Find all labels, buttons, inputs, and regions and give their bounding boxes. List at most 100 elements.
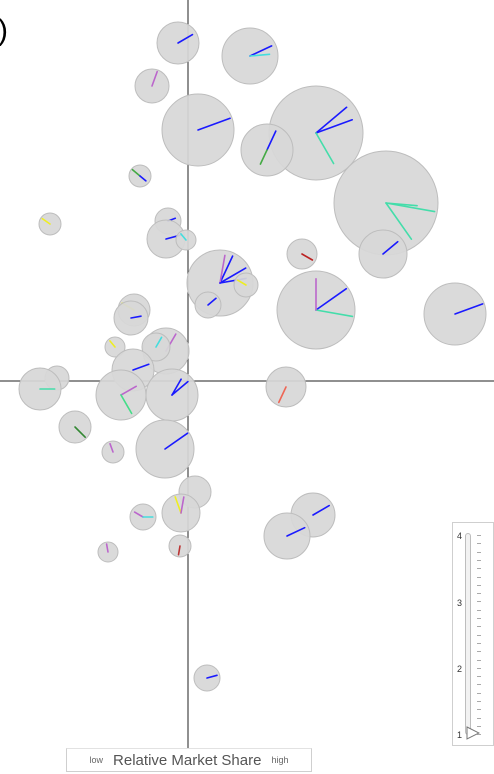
bubble-spoke: [171, 380, 189, 396]
bubble-point[interactable]: [221, 27, 279, 85]
bubble-point[interactable]: [263, 512, 311, 560]
slider-tick-label: 2: [457, 664, 463, 674]
slider-track[interactable]: [465, 533, 471, 735]
bubble-point[interactable]: [168, 534, 192, 558]
slider-tick-mark: [477, 535, 481, 536]
slider-tick-mark: [477, 634, 481, 636]
bubble-spoke: [385, 202, 418, 207]
bubble-spoke: [41, 217, 51, 225]
slider-tick-mark: [477, 609, 481, 611]
bubble-point[interactable]: [95, 369, 147, 421]
bubble-point[interactable]: [161, 93, 235, 167]
bubble-spoke: [120, 394, 133, 415]
bubble-layer: [18, 21, 487, 692]
bubble-spoke: [109, 442, 114, 453]
bubble-spoke: [171, 378, 182, 396]
bubble-point[interactable]: [240, 123, 294, 177]
slider-tick-mark: [477, 576, 481, 578]
bubble-spoke: [236, 279, 247, 286]
bubble-spoke: [249, 45, 273, 57]
bubble-spoke: [315, 309, 354, 318]
bubble-point[interactable]: [18, 367, 62, 411]
bubble-point[interactable]: [423, 282, 487, 346]
bubble-point[interactable]: [129, 503, 157, 531]
bubble-point[interactable]: [104, 336, 126, 358]
time-slider[interactable]: 4 3 2 1: [452, 522, 494, 746]
bubble-spoke: [219, 254, 226, 284]
bubble-spoke: [130, 315, 142, 319]
bubble-point[interactable]: [161, 493, 201, 533]
bubble-point[interactable]: [135, 419, 195, 479]
bubble-point[interactable]: [101, 440, 125, 464]
slider-tick-mark: [477, 717, 481, 719]
slider-tick-mark: [477, 601, 481, 603]
slider-tick-label: 1: [457, 730, 463, 740]
bubble-spoke: [315, 132, 335, 165]
slider-tick-mark: [477, 684, 481, 686]
bubble-point[interactable]: [156, 21, 200, 65]
bubble-point[interactable]: [265, 366, 307, 408]
bubble-point[interactable]: [145, 368, 199, 422]
slider-tick-mark: [477, 725, 481, 727]
bubble-point[interactable]: [233, 272, 259, 298]
bubble-point[interactable]: [38, 212, 62, 236]
bubble-spoke: [259, 149, 268, 165]
bubble-spoke: [105, 543, 109, 553]
slider-tick-mark: [477, 626, 481, 628]
bubble-spoke: [385, 202, 413, 240]
bubble-point[interactable]: [97, 541, 119, 563]
bubble-spoke: [286, 526, 306, 537]
bubble-spoke: [180, 496, 185, 514]
slider-tick-mark: [477, 618, 481, 619]
slider-tick-mark: [477, 709, 481, 711]
bubble-point[interactable]: [175, 229, 197, 251]
slider-tick-mark: [477, 568, 481, 570]
bubble-spoke: [132, 363, 150, 371]
bubble-point[interactable]: [286, 238, 318, 270]
bubble-spoke: [174, 496, 182, 514]
bubble-spoke: [315, 287, 348, 311]
slider-tick-mark: [477, 676, 481, 678]
bubble-point[interactable]: [193, 664, 221, 692]
bubble-point[interactable]: [128, 164, 152, 188]
bubble-spoke: [164, 432, 189, 450]
bubble-spoke: [109, 340, 116, 348]
x-axis-label-box: low Relative Market Share high: [66, 748, 312, 772]
bubble-point[interactable]: [134, 68, 170, 104]
bubble-spoke: [301, 253, 314, 261]
bubble-spoke: [207, 297, 217, 306]
slider-tick-mark: [477, 551, 481, 553]
slider-tick-label: 3: [457, 598, 463, 608]
slider-tick-mark: [477, 642, 481, 644]
bubble-spoke: [131, 168, 141, 177]
bubble-spoke: [151, 70, 158, 87]
corner-glyph: ): [0, 14, 8, 48]
slider-tick-mark: [477, 659, 481, 661]
slider-tick-mark: [477, 559, 481, 561]
bubble-spoke: [266, 130, 277, 151]
bubble-spoke: [277, 386, 287, 404]
bubble-point[interactable]: [141, 332, 171, 362]
slider-tick-label: 4: [457, 531, 463, 541]
slider-tick-mark: [477, 667, 481, 669]
bubble-point[interactable]: [113, 300, 149, 336]
bubble-spoke: [219, 267, 247, 284]
bubble-spoke: [312, 504, 331, 516]
bubble-spoke: [219, 255, 234, 284]
slider-handle-icon[interactable]: [466, 726, 480, 740]
bubble-point[interactable]: [358, 229, 408, 279]
bubble-spoke: [177, 545, 181, 556]
slider-tick-mark: [477, 692, 481, 694]
bubble-spoke: [197, 117, 231, 131]
x-axis-high-label: high: [271, 755, 289, 765]
slider-tick-mark: [477, 651, 481, 653]
slider-tick-mark: [477, 543, 481, 545]
bubble-point[interactable]: [58, 410, 92, 444]
x-axis-low-label: low: [89, 755, 104, 765]
slider-tick-mark: [477, 584, 481, 586]
slider-tick-mark: [477, 734, 481, 736]
bubble-point[interactable]: [276, 270, 356, 350]
bubble-point[interactable]: [194, 291, 222, 319]
bubble-spoke: [249, 53, 271, 57]
